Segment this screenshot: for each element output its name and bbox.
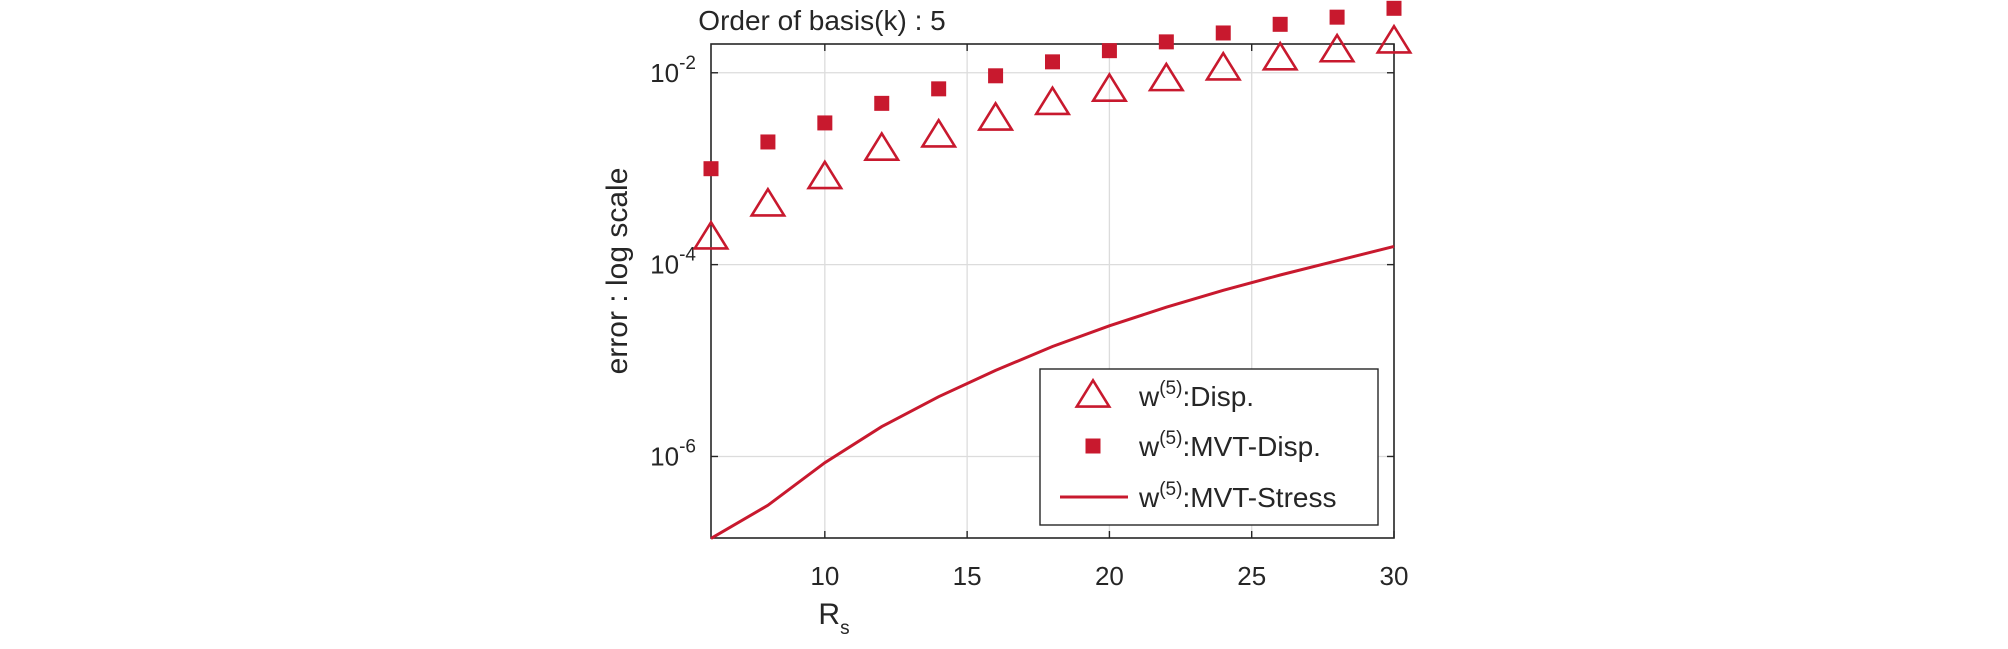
data-point-disp [863,131,901,162]
data-point-mvt-disp [874,95,890,111]
legend-item-2: w(5):MVT-Disp. [1085,428,1321,462]
data-point-disp [1318,32,1356,63]
y-tick-base: 10 [650,441,679,471]
data-point-mvt-disp [1386,0,1402,16]
legend-label: w(5):Disp. [1138,378,1254,412]
y-tick-exponent: -4 [679,245,696,266]
chart-title: Order of basis(k) : 5 [698,5,945,36]
y-tick-base: 10 [650,58,679,88]
legend-marker-square [1085,438,1101,454]
data-point-mvt-disp [1158,34,1174,50]
x-tick-label: 30 [1380,561,1409,591]
data-point-disp [920,117,958,148]
x-axis-label: Rs [818,598,849,639]
y-tick-exponent: -2 [679,53,696,74]
legend-label-rest: :Disp. [1182,381,1254,412]
data-point-disp [1147,61,1185,92]
data-point-mvt-disp [703,161,719,177]
legend-label: w(5):MVT-Disp. [1138,428,1321,462]
legend-item-1: w(5):Disp. [1074,377,1254,412]
y-tick-exponent: -6 [679,436,696,457]
y-axis-label: error : log scale [601,168,634,375]
legend-label-base: w [1138,431,1160,462]
legend-marker-triangle [1074,377,1112,408]
series-1 [692,23,1413,250]
legend: w(5):Disp.w(5):MVT-Disp.w(5):MVT-Stress [1039,368,1379,526]
data-point-disp [1261,40,1299,71]
data-point-mvt-disp [1272,16,1288,32]
x-tick-label: 10 [810,561,839,591]
x-tick-label: 15 [953,561,982,591]
legend-label-sup: (5) [1159,428,1182,449]
data-point-mvt-disp [931,81,947,97]
data-point-disp [806,159,844,190]
data-point-disp [692,219,730,250]
data-point-disp [1033,85,1072,116]
plot-frame [710,43,1395,539]
data-point-mvt-disp [1101,43,1117,59]
data-point-mvt-disp [1215,25,1231,41]
legend-label-sup: (5) [1159,378,1182,399]
legend-label-sup: (5) [1159,479,1182,500]
data-point-mvt-disp [988,68,1004,84]
data-point-mvt-disp [1329,9,1345,25]
y-tick-base: 10 [650,250,679,280]
data-point-disp [1090,71,1128,102]
series-line-mvt-stress [710,244,1395,540]
y-tick-label: 10-2 [650,53,696,88]
x-tick-label: 25 [1237,561,1266,591]
legend-label-rest: :MVT-Stress [1182,482,1336,513]
data-point-disp [977,100,1015,131]
x-tick-label: 20 [1095,561,1124,591]
legend-label-base: w [1138,381,1160,412]
y-tick-label: 10-6 [650,436,696,471]
series-layer [692,0,1413,540]
data-point-disp [1204,50,1242,81]
data-point-disp [749,186,787,217]
data-point-mvt-disp [817,115,833,131]
legend-label: w(5):MVT-Stress [1138,479,1336,513]
data-point-mvt-disp [760,134,776,150]
series-3 [710,244,1395,540]
data-point-mvt-disp [1045,54,1060,70]
y-tick-label: 10-4 [650,245,696,280]
legend-label-rest: :MVT-Disp. [1182,431,1320,462]
series-2 [703,0,1402,177]
legend-label-base: w [1138,482,1160,513]
legend-item-3: w(5):MVT-Stress [1060,479,1336,513]
data-point-disp [1375,23,1413,54]
